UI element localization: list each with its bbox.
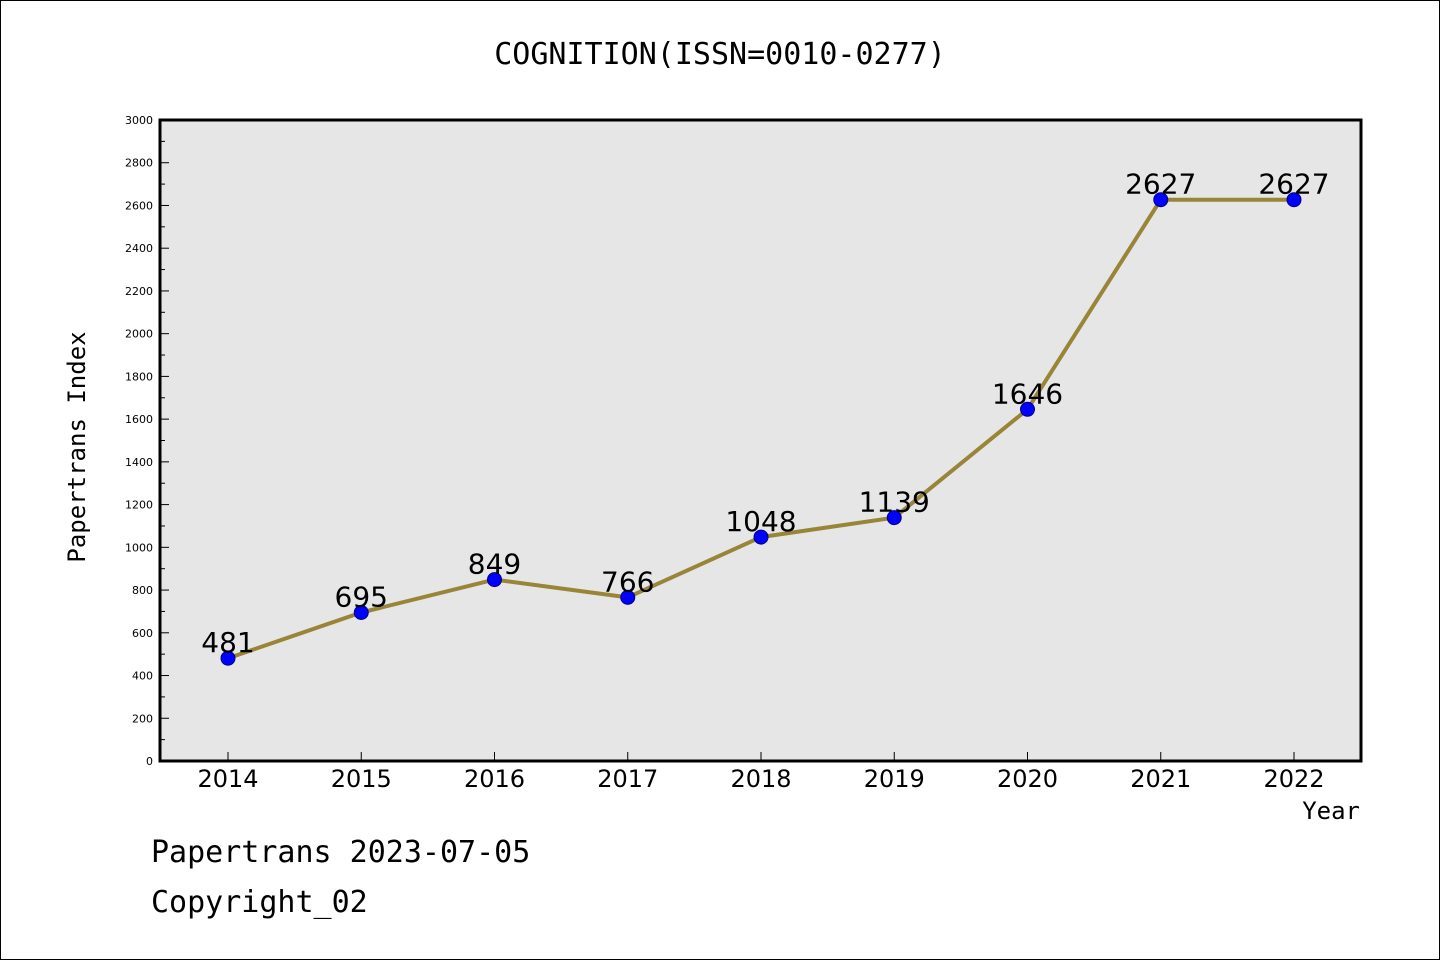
data-label: 481 xyxy=(201,626,254,659)
y-tick-label: 600 xyxy=(132,627,153,640)
data-label: 695 xyxy=(335,581,388,614)
footer-date: Papertrans 2023-07-05 xyxy=(151,835,531,870)
data-point xyxy=(886,510,902,526)
data-label: 1048 xyxy=(725,505,796,538)
data-point xyxy=(220,650,236,666)
data-point xyxy=(353,605,369,621)
data-point xyxy=(753,529,769,545)
x-axis-label: Year xyxy=(1302,797,1360,825)
x-tick-label: 2016 xyxy=(464,765,525,793)
y-tick-label: 400 xyxy=(132,670,153,683)
x-tick-label: 2018 xyxy=(730,765,791,793)
y-tick-label: 3000 xyxy=(125,114,153,127)
y-tick-label: 2600 xyxy=(125,199,153,212)
y-tick-label: 1200 xyxy=(125,499,153,512)
y-tick-label: 1600 xyxy=(125,413,153,426)
data-point xyxy=(1020,401,1035,417)
x-tick-label: 2022 xyxy=(1263,765,1324,793)
data-point xyxy=(487,572,502,588)
x-tick-label: 2014 xyxy=(197,765,258,793)
y-tick-label: 1800 xyxy=(125,370,153,383)
x-tick-label: 2021 xyxy=(1130,765,1191,793)
x-tick-label: 2017 xyxy=(597,765,658,793)
chart-title: COGNITION(ISSN=0010-0277) xyxy=(494,37,946,72)
y-tick-label: 1400 xyxy=(125,456,153,469)
plot-border xyxy=(158,118,1363,763)
data-point xyxy=(1153,192,1169,208)
data-label: 766 xyxy=(601,565,654,598)
x-tick-label: 2015 xyxy=(331,765,392,793)
plot-background xyxy=(160,120,1361,761)
y-tick-label: 800 xyxy=(132,584,153,597)
data-label: 2627 xyxy=(1125,168,1196,201)
y-tick-label: 0 xyxy=(146,755,153,768)
data-label: 1646 xyxy=(992,377,1063,410)
y-tick-label: 200 xyxy=(132,712,153,725)
data-label: 849 xyxy=(468,548,521,581)
y-tick-label: 2000 xyxy=(125,328,153,341)
data-point xyxy=(620,589,636,605)
x-tick-label: 2019 xyxy=(864,765,925,793)
y-tick-label: 1000 xyxy=(125,541,153,554)
y-tick-label: 2200 xyxy=(125,285,153,298)
data-point xyxy=(1286,192,1302,208)
x-tick-label: 2020 xyxy=(997,765,1058,793)
data-label: 2627 xyxy=(1258,168,1329,201)
footer-copyright: Copyright_02 xyxy=(151,885,368,920)
data-label: 1139 xyxy=(859,486,930,519)
y-tick-label: 2400 xyxy=(125,242,153,255)
y-tick-label: 2800 xyxy=(125,157,153,170)
